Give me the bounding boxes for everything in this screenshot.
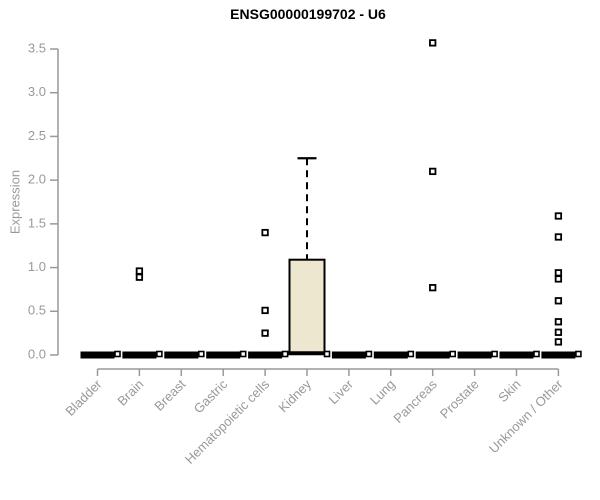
outlier-point bbox=[554, 212, 563, 220]
collapsed-box-bar bbox=[122, 351, 157, 359]
outlier-point bbox=[554, 233, 563, 241]
y-tick-label: 2.0 bbox=[28, 172, 46, 187]
outlier-point bbox=[261, 306, 269, 315]
x-category-label: Skin bbox=[495, 377, 523, 405]
zero-marker bbox=[491, 350, 498, 358]
y-tick-label: 1.0 bbox=[28, 259, 46, 274]
outlier-point bbox=[554, 275, 563, 283]
x-category-label: Breast bbox=[151, 376, 188, 413]
x-category-label: Brain bbox=[114, 377, 146, 409]
collapsed-box-bar bbox=[248, 351, 283, 359]
zero-marker bbox=[323, 350, 331, 358]
x-category-label: Unknown / Other bbox=[486, 376, 566, 456]
x-category-label: Kidney bbox=[275, 376, 314, 415]
chart-title: ENSG00000199702 - U6 bbox=[230, 6, 386, 22]
y-tick-label: 2.5 bbox=[28, 128, 46, 143]
outlier-point bbox=[429, 167, 437, 176]
outlier-point bbox=[429, 284, 437, 292]
outlier-point bbox=[554, 328, 563, 336]
outlier-point bbox=[261, 228, 269, 237]
outlier-point bbox=[554, 297, 563, 305]
outlier-point bbox=[261, 329, 269, 337]
outlier-point bbox=[135, 267, 144, 275]
zero-marker bbox=[449, 350, 457, 358]
zero-marker bbox=[407, 350, 415, 358]
y-tick-label: 1.5 bbox=[28, 215, 46, 230]
collapsed-box-bar bbox=[206, 351, 241, 359]
x-category-label: Bladder bbox=[62, 376, 105, 419]
zero-marker bbox=[281, 350, 289, 358]
zero-marker bbox=[575, 350, 582, 358]
x-category-label: Gastric bbox=[191, 376, 231, 416]
zero-marker bbox=[198, 350, 205, 358]
x-category-label: Liver bbox=[325, 376, 356, 407]
collapsed-box-bar bbox=[415, 351, 450, 359]
y-tick-label: 0.5 bbox=[28, 303, 46, 318]
zero-marker bbox=[156, 350, 163, 358]
collapsed-box-bar bbox=[373, 351, 408, 359]
outlier-point bbox=[135, 273, 144, 281]
collapsed-box-bar bbox=[541, 351, 576, 359]
x-category-label: Prostate bbox=[437, 377, 482, 422]
zero-marker bbox=[365, 350, 373, 358]
y-tick-label: 0.0 bbox=[28, 346, 46, 361]
zero-marker bbox=[239, 350, 247, 358]
y-axis-title: Expression bbox=[7, 169, 23, 235]
outlier-point bbox=[554, 269, 563, 277]
outlier-point bbox=[429, 39, 437, 47]
x-category-label: Lung bbox=[367, 377, 398, 408]
x-category-label: Pancreas bbox=[390, 376, 440, 426]
box-rect bbox=[288, 258, 326, 355]
collapsed-box-bar bbox=[457, 351, 492, 359]
outlier-point bbox=[554, 318, 563, 326]
zero-marker bbox=[114, 350, 121, 358]
collapsed-box-bar bbox=[164, 351, 199, 359]
zero-marker bbox=[533, 350, 540, 358]
y-tick-label: 3.0 bbox=[28, 84, 46, 99]
y-tick-label: 3.5 bbox=[28, 40, 46, 55]
outlier-point bbox=[554, 338, 563, 346]
collapsed-box-bar bbox=[331, 351, 366, 359]
collapsed-box-bar bbox=[499, 351, 534, 359]
collapsed-box-bar bbox=[80, 351, 115, 359]
